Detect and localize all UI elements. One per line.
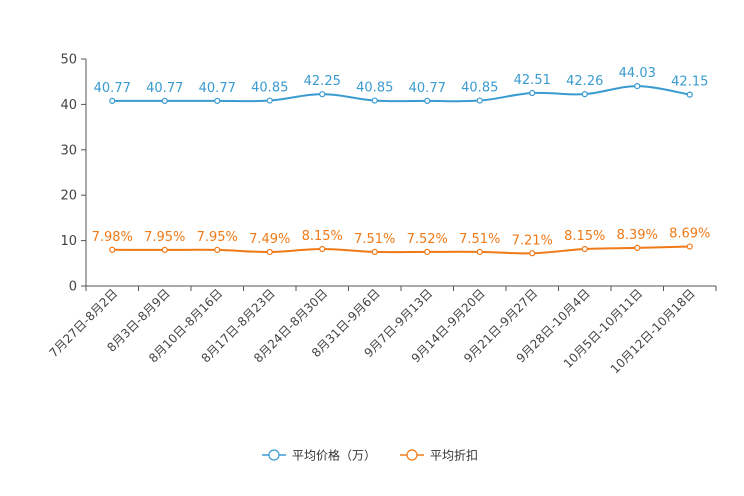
- data-point[interactable]: [266, 97, 273, 104]
- data-label: 40.85: [251, 81, 288, 96]
- data-point[interactable]: [634, 83, 641, 90]
- legend-marker-icon: [406, 449, 418, 461]
- data-label: 8.69%: [669, 227, 710, 242]
- y-tick-label: 50: [60, 53, 77, 68]
- data-label: 7.52%: [407, 232, 448, 247]
- data-label: 42.26: [566, 74, 603, 89]
- data-point[interactable]: [319, 91, 326, 98]
- data-label: 7.21%: [512, 233, 553, 248]
- series-layer: 40.77 40.77 40.77 40.85 42.25 40.85 40.77 40.85…: [92, 66, 710, 257]
- y-tick-label: 30: [60, 143, 77, 158]
- data-point[interactable]: [371, 248, 378, 256]
- data-point[interactable]: [476, 97, 483, 104]
- data-point[interactable]: [109, 246, 116, 253]
- data-point[interactable]: [424, 97, 431, 105]
- data-label: 8.15%: [302, 229, 343, 244]
- data-point[interactable]: [214, 97, 221, 105]
- legend: 平均价格（万） 平均折扣: [262, 448, 478, 463]
- data-point[interactable]: [161, 97, 168, 105]
- legend-label: 平均折扣: [430, 448, 478, 463]
- series-line: [112, 85, 690, 103]
- data-label: 40.77: [146, 81, 183, 96]
- data-label: 8.39%: [617, 228, 658, 243]
- data-point[interactable]: [476, 248, 483, 256]
- data-point[interactable]: [581, 245, 588, 253]
- data-point[interactable]: [529, 250, 536, 257]
- legend-label: 平均价格（万）: [292, 448, 376, 463]
- data-label: 7.95%: [197, 230, 238, 245]
- data-label: 7.98%: [92, 230, 133, 245]
- data-label: 7.95%: [144, 230, 185, 245]
- data-point[interactable]: [686, 91, 693, 98]
- data-point[interactable]: [266, 248, 273, 256]
- data-label: 42.25: [304, 74, 341, 89]
- data-point[interactable]: [686, 243, 693, 250]
- data-label: 7.51%: [354, 232, 395, 247]
- data-label: 44.03: [619, 66, 656, 81]
- data-label: 40.85: [356, 81, 393, 96]
- data-point[interactable]: [109, 97, 116, 105]
- legend-marker-icon: [268, 449, 280, 461]
- data-point[interactable]: [214, 246, 221, 254]
- data-label: 8.15%: [564, 229, 605, 244]
- data-point[interactable]: [424, 248, 431, 255]
- y-tick-label: 10: [60, 234, 77, 249]
- y-tick-label: 40: [60, 98, 77, 113]
- data-label: 40.85: [461, 81, 498, 96]
- y-tick-label: 20: [60, 189, 77, 204]
- data-point[interactable]: [319, 245, 326, 253]
- series-line: [112, 245, 690, 255]
- data-label: 40.77: [94, 81, 131, 96]
- data-point[interactable]: [371, 97, 378, 104]
- series-2: 7.98% 7.95% 7.95% 7.49% 8.15% 7.51% 7.52% 7.51%…: [92, 227, 710, 257]
- data-label: 40.77: [409, 81, 446, 96]
- data-point[interactable]: [529, 89, 536, 97]
- data-label: 42.51: [514, 73, 551, 88]
- data-label: 40.77: [199, 81, 236, 96]
- data-point[interactable]: [634, 244, 641, 252]
- data-point[interactable]: [161, 246, 168, 254]
- y-tick-label: 0: [69, 280, 77, 295]
- data-point[interactable]: [581, 91, 588, 98]
- data-label: 42.15: [671, 75, 708, 90]
- series-1: 40.77 40.77 40.77 40.85 42.25 40.85 40.77 40.85…: [94, 66, 708, 105]
- data-label: 7.49%: [249, 232, 290, 247]
- legend-item[interactable]: 平均折扣: [400, 448, 478, 463]
- legend-item[interactable]: 平均价格（万）: [262, 448, 376, 463]
- data-label: 7.51%: [459, 232, 500, 247]
